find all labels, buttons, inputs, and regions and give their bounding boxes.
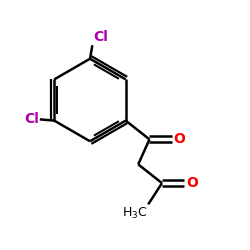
- Text: Cl: Cl: [24, 112, 39, 126]
- Text: Cl: Cl: [93, 30, 108, 44]
- Text: O: O: [174, 132, 185, 146]
- Text: H$_3$C: H$_3$C: [122, 206, 147, 222]
- Text: O: O: [186, 176, 198, 190]
